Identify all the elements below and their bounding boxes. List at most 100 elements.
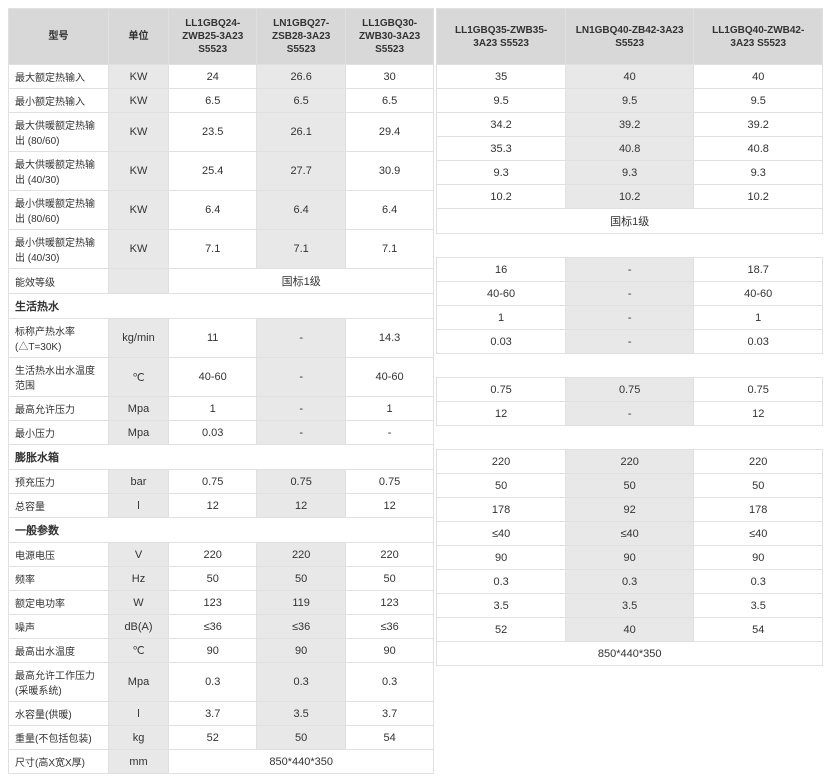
row-label: 水容量(供暖)	[9, 702, 109, 726]
cell: 0.75	[169, 470, 257, 494]
cell: 34.2	[437, 113, 566, 137]
cell: 0.75	[565, 378, 694, 402]
table-row: 3.53.53.5	[437, 594, 823, 618]
row-label: 噪声	[9, 615, 109, 639]
row-label: 重量(不包括包装)	[9, 726, 109, 750]
header-row: 型号 单位 LL1GBQ24-ZWB25-3A23 S5523 LN1GBQ27…	[9, 9, 434, 65]
cell: 40	[565, 65, 694, 89]
cell: 6.4	[345, 191, 433, 230]
cell: 10.2	[565, 185, 694, 209]
cell: 1	[169, 397, 257, 421]
cell: 50	[437, 474, 566, 498]
cell: 220	[437, 450, 566, 474]
cell: 7.1	[345, 230, 433, 269]
cell: 220	[345, 543, 433, 567]
left-table: 型号 单位 LL1GBQ24-ZWB25-3A23 S5523 LN1GBQ27…	[8, 8, 434, 774]
row-unit: W	[109, 591, 169, 615]
table-row: 最小供暖额定热输出 (80/60)KW6.46.46.4	[9, 191, 434, 230]
table-row: 电源电压V220220220	[9, 543, 434, 567]
table-row: 17892178	[437, 498, 823, 522]
cell: 12	[169, 494, 257, 518]
cell: 0.03	[694, 330, 823, 354]
table-row: 34.239.239.2	[437, 113, 823, 137]
cell: 1	[437, 306, 566, 330]
table-row: 最大额定热输入KW2426.630	[9, 65, 434, 89]
table-row: 0.03-0.03	[437, 330, 823, 354]
cell: 0.03	[437, 330, 566, 354]
row-label: 最小供暖额定热输出 (80/60)	[9, 191, 109, 230]
cell: 92	[565, 498, 694, 522]
row-unit: dB(A)	[109, 615, 169, 639]
row-unit: KW	[109, 65, 169, 89]
cell: 11	[169, 319, 257, 358]
row-label: 额定电功率	[9, 591, 109, 615]
row-label: 预充压力	[9, 470, 109, 494]
table-row: 9.39.39.3	[437, 161, 823, 185]
cell: -	[565, 258, 694, 282]
model-label: 型号	[9, 9, 109, 65]
cell: 40	[694, 65, 823, 89]
cell: -	[257, 358, 345, 397]
cell: -	[345, 421, 433, 445]
cell: 3.5	[694, 594, 823, 618]
cell: 220	[565, 450, 694, 474]
row-unit: l	[109, 702, 169, 726]
row-label: 电源电压	[9, 543, 109, 567]
cell: 52	[437, 618, 566, 642]
section-gen-label: 一般参数	[9, 518, 434, 543]
table-row: 水容量(供暖)l3.73.53.7	[9, 702, 434, 726]
cell: 9.3	[694, 161, 823, 185]
row-label: 标称产热水率 (△T=30K)	[9, 319, 109, 358]
cell: -	[565, 330, 694, 354]
cell: 6.5	[345, 89, 433, 113]
cell: ≤36	[169, 615, 257, 639]
table-row: 505050	[437, 474, 823, 498]
row-unit: Mpa	[109, 397, 169, 421]
left-table-container: 型号 单位 LL1GBQ24-ZWB25-3A23 S5523 LN1GBQ27…	[8, 8, 434, 774]
eff-left: 国标1级	[169, 269, 434, 294]
row-label: 最高出水温度	[9, 639, 109, 663]
row-unit: V	[109, 543, 169, 567]
cell: 29.4	[345, 113, 433, 152]
row-label: 最大供暖额定热输出 (80/60)	[9, 113, 109, 152]
row-unit: KW	[109, 230, 169, 269]
cell: 1	[345, 397, 433, 421]
cell: 90	[565, 546, 694, 570]
cell: 0.3	[169, 663, 257, 702]
cell: 220	[694, 450, 823, 474]
cell: 30.9	[345, 152, 433, 191]
table-row: 12-12	[437, 402, 823, 426]
model-0: LL1GBQ24-ZWB25-3A23 S5523	[169, 9, 257, 65]
cell: 3.5	[257, 702, 345, 726]
row-unit: Hz	[109, 567, 169, 591]
table-row: 频率Hz505050	[9, 567, 434, 591]
spacer-gen	[437, 426, 823, 450]
cell: 12	[694, 402, 823, 426]
cell: 0.3	[437, 570, 566, 594]
table-row: 最小供暖额定热输出 (40/30)KW7.17.17.1	[9, 230, 434, 269]
cell: 54	[345, 726, 433, 750]
section-gen: 一般参数	[9, 518, 434, 543]
cell: 0.75	[437, 378, 566, 402]
row-unit: l	[109, 494, 169, 518]
cell: ≤40	[437, 522, 566, 546]
cell: 6.4	[257, 191, 345, 230]
row-unit: bar	[109, 470, 169, 494]
cell: 35.3	[437, 137, 566, 161]
model-1: LN1GBQ27-ZSB28-3A23 S5523	[257, 9, 345, 65]
right-table: LL1GBQ35-ZWB35-3A23 S5523 LN1GBQ40-ZB42-…	[436, 8, 823, 666]
row-label: 总容量	[9, 494, 109, 518]
cell: 16	[437, 258, 566, 282]
row-label: 最小压力	[9, 421, 109, 445]
cell: 10.2	[694, 185, 823, 209]
cell: 50	[257, 567, 345, 591]
spacer-exp	[437, 354, 823, 378]
eff-label: 能效等级	[9, 269, 109, 294]
row-unit: Mpa	[109, 663, 169, 702]
cell: 3.5	[565, 594, 694, 618]
section-dhw-label: 生活热水	[9, 294, 434, 319]
row-label: 最小额定热输入	[9, 89, 109, 113]
table-row: 909090	[437, 546, 823, 570]
table-row: 预充压力bar0.750.750.75	[9, 470, 434, 494]
eff-row-r: 国标1级	[437, 209, 823, 234]
